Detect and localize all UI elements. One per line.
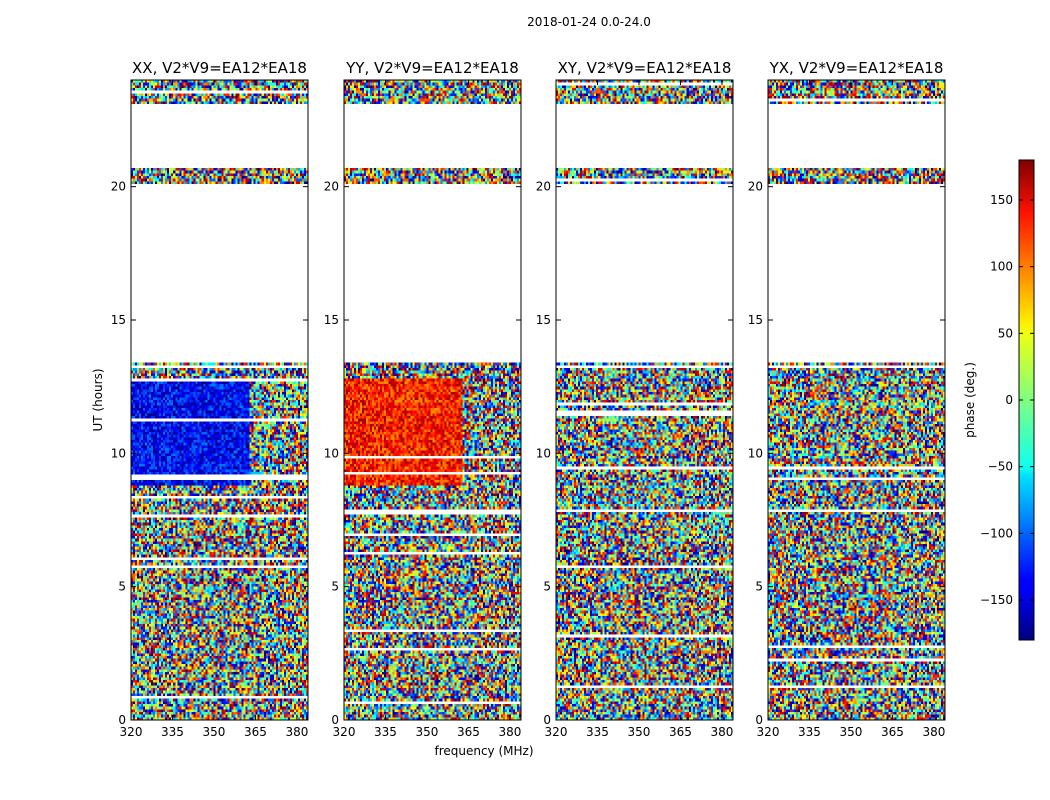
x-tick-label: 380 bbox=[498, 725, 521, 739]
panel-frame-xx bbox=[130, 79, 309, 721]
heatmap-xx bbox=[131, 80, 308, 720]
x-tick-label: 320 bbox=[757, 725, 780, 739]
y-tick-label: 15 bbox=[324, 313, 339, 327]
x-axis-label: frequency (MHz) bbox=[434, 744, 533, 758]
x-tick-label: 365 bbox=[457, 725, 480, 739]
y-axis-label: UT (hours) bbox=[91, 368, 105, 431]
x-tick-label: 365 bbox=[244, 725, 267, 739]
panel-frame-yy bbox=[343, 79, 522, 721]
panel-xy: XY, V2*V9=EA12*EA18 320 335 350 365 380 0 5 10 15… bbox=[536, 59, 734, 739]
panel-title-yx: YX, V2*V9=EA12*EA18 bbox=[769, 59, 944, 77]
y-tick-label: 20 bbox=[324, 180, 339, 194]
panels: XX, V2*V9=EA12*EA18 320 335 350 365 380 0 5 10 15… bbox=[111, 59, 946, 739]
y-tick-label: 10 bbox=[324, 446, 339, 460]
y-tick-label: 0 bbox=[755, 713, 763, 727]
y-tick-label: 0 bbox=[543, 713, 551, 727]
y-tick-label: 10 bbox=[111, 446, 126, 460]
heatmap-xy bbox=[556, 80, 733, 720]
y-tick-label: 5 bbox=[331, 580, 339, 594]
x-tick-label: 365 bbox=[881, 725, 904, 739]
colorbar-tick-label: 150 bbox=[990, 193, 1013, 207]
y-tick-label: 10 bbox=[536, 446, 551, 460]
colorbar-tick-label: −100 bbox=[980, 526, 1013, 540]
x-tick-label: 320 bbox=[120, 725, 143, 739]
colorbar-tick-label: −150 bbox=[980, 593, 1013, 607]
x-tick-label: 335 bbox=[798, 725, 821, 739]
y-tick-label: 5 bbox=[543, 580, 551, 594]
panel-title-yy: YY, V2*V9=EA12*EA18 bbox=[345, 59, 519, 77]
x-tick-label: 335 bbox=[161, 725, 184, 739]
heatmap-yy bbox=[344, 80, 521, 720]
y-tick-label: 10 bbox=[748, 446, 763, 460]
panel-xx: XX, V2*V9=EA12*EA18 320 335 350 365 380 0 5 10 15… bbox=[111, 59, 309, 739]
y-tick-label: 20 bbox=[536, 180, 551, 194]
panel-yy: YY, V2*V9=EA12*EA18 320 335 350 365 380 0 5 10 15… bbox=[324, 59, 522, 739]
colorbar-tick-label: 50 bbox=[998, 326, 1013, 340]
y-tick-label: 15 bbox=[111, 313, 126, 327]
y-tick-label: 15 bbox=[536, 313, 551, 327]
y-tick-label: 20 bbox=[748, 180, 763, 194]
panel-yx: YX, V2*V9=EA12*EA18 320 335 350 365 380 0 5 10 15… bbox=[748, 59, 946, 739]
x-tick-label: 320 bbox=[333, 725, 356, 739]
x-tick-label: 365 bbox=[669, 725, 692, 739]
panel-frame-yx bbox=[767, 79, 946, 721]
y-tick-label: 20 bbox=[111, 180, 126, 194]
x-tick-label: 335 bbox=[374, 725, 397, 739]
colorbar: −150 −100 −50 0 50 100 150 phase (deg.) bbox=[963, 159, 1035, 641]
panel-title-xx: XX, V2*V9=EA12*EA18 bbox=[132, 59, 307, 77]
colorbar-tick-label: 0 bbox=[1005, 393, 1013, 407]
x-tick-label: 350 bbox=[628, 725, 651, 739]
y-tick-label: 5 bbox=[755, 580, 763, 594]
colorbar-tick-label: 100 bbox=[990, 260, 1013, 274]
colorbar-label: phase (deg.) bbox=[963, 362, 977, 438]
x-tick-label: 350 bbox=[840, 725, 863, 739]
x-tick-label: 380 bbox=[710, 725, 733, 739]
x-tick-label: 380 bbox=[285, 725, 308, 739]
x-tick-label: 350 bbox=[416, 725, 439, 739]
y-tick-label: 5 bbox=[118, 580, 126, 594]
x-tick-label: 320 bbox=[545, 725, 568, 739]
x-tick-label: 350 bbox=[203, 725, 226, 739]
y-tick-label: 15 bbox=[748, 313, 763, 327]
heatmap-yx bbox=[768, 80, 945, 720]
figure-suptitle: 2018-01-24 0.0-24.0 bbox=[527, 15, 651, 29]
panel-frame-xy bbox=[555, 79, 734, 721]
panel-title-xy: XY, V2*V9=EA12*EA18 bbox=[558, 59, 732, 77]
y-tick-label: 0 bbox=[118, 713, 126, 727]
colorbar-tick-label: −50 bbox=[988, 460, 1013, 474]
x-tick-label: 335 bbox=[586, 725, 609, 739]
x-tick-label: 380 bbox=[922, 725, 945, 739]
colorbar-ticks: −150 −100 −50 0 50 100 150 bbox=[980, 193, 1034, 607]
y-tick-label: 0 bbox=[331, 713, 339, 727]
